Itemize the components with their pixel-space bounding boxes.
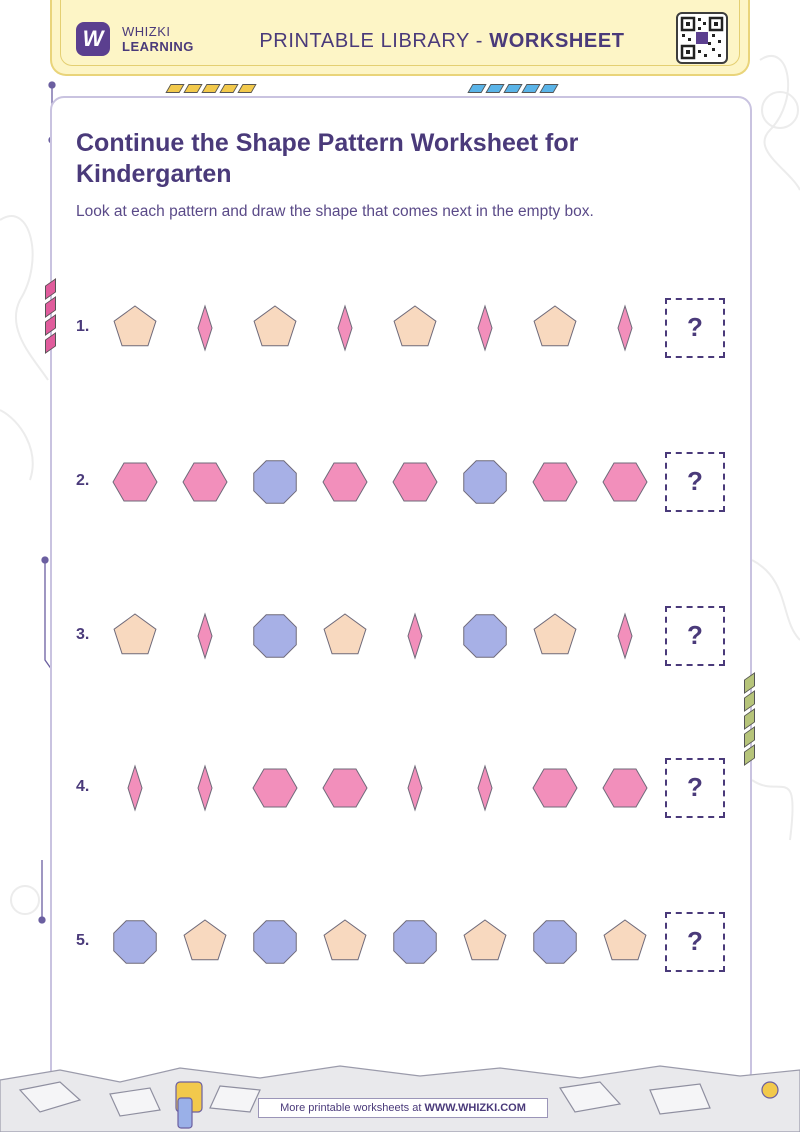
diamond-shape: [197, 764, 213, 812]
pattern-shapes-svg: [113, 612, 633, 660]
diamond-shape: [617, 304, 633, 352]
header-title-bold: WORKSHEET: [489, 30, 625, 52]
diamond-shape: [197, 612, 213, 660]
header-banner: W WHIZKI LEARNING PRINTABLE LIBRARY - WO…: [50, 0, 750, 76]
octagon-shape: [253, 920, 297, 964]
diamond-shape: [477, 304, 493, 352]
pentagon-shape: [113, 613, 157, 655]
diamond-shape: [477, 764, 493, 812]
pentagon-shape: [253, 305, 297, 347]
diamond-shape: [407, 764, 423, 812]
header-inner-frame: [60, 0, 740, 66]
answer-box[interactable]: ?: [665, 298, 725, 358]
worksheet-instructions: Look at each pattern and draw the shape …: [76, 203, 594, 220]
hexagon-shape: [112, 462, 158, 502]
qr-code-pattern: [680, 16, 724, 60]
pentagon-shape: [463, 919, 507, 961]
diamond-shape: [407, 612, 423, 660]
hexagon-shape: [322, 768, 368, 808]
pentagon-shape: [323, 919, 367, 961]
pattern-shapes-svg: [113, 304, 633, 352]
pattern-row-4: 4. ?: [0, 756, 800, 820]
octagon-shape: [393, 920, 437, 964]
pentagon-shape: [183, 919, 227, 961]
pentagon-shape: [323, 613, 367, 655]
octagon-shape: [463, 460, 507, 504]
row-number: 5.: [76, 932, 90, 949]
pattern-row-1: 1. ?: [0, 296, 800, 360]
pentagon-shape: [533, 305, 577, 347]
diamond-shape: [127, 764, 143, 812]
pattern-shapes-svg: [127, 764, 648, 812]
diamond-shape: [617, 612, 633, 660]
footer-url: WWW.WHIZKI.COM: [424, 1102, 526, 1114]
blue-stripes-decoration: [467, 80, 560, 93]
pattern-row-3: 3. ?: [0, 604, 800, 668]
diamond-shape: [337, 304, 353, 352]
pentagon-shape: [533, 613, 577, 655]
answer-box[interactable]: ?: [665, 912, 725, 972]
qr-code-icon[interactable]: [676, 12, 728, 64]
diamond-shape: [197, 304, 213, 352]
hexagon-shape: [392, 462, 438, 502]
row-number: 3.: [76, 626, 90, 643]
hexagon-shape: [252, 768, 298, 808]
answer-box[interactable]: ?: [665, 758, 725, 818]
octagon-shape: [253, 460, 297, 504]
footer-rubble-illustration: [0, 1065, 800, 1132]
brand-name[interactable]: WHIZKI LEARNING: [122, 24, 194, 54]
hexagon-shape: [532, 462, 578, 502]
green-side-stripes-decoration: [744, 672, 755, 766]
pentagon-shape: [113, 305, 157, 347]
octagon-shape: [533, 920, 577, 964]
row-number: 2.: [76, 472, 90, 489]
footer-website-link[interactable]: More printable worksheets at WWW.WHIZKI.…: [258, 1098, 548, 1118]
hexagon-shape: [182, 462, 228, 502]
brand-line-2: LEARNING: [122, 39, 194, 54]
worksheet-card: [50, 96, 752, 1086]
yellow-stripes-decoration: [165, 80, 258, 93]
octagon-shape: [253, 614, 297, 658]
pentagon-shape: [393, 305, 437, 347]
brand-line-1: WHIZKI: [122, 24, 171, 39]
pattern-shapes-svg: [112, 460, 648, 504]
hexagon-shape: [322, 462, 368, 502]
header-title: PRINTABLE LIBRARY - WORKSHEET: [242, 30, 642, 53]
octagon-shape: [463, 614, 507, 658]
hexagon-shape: [602, 462, 648, 502]
row-number: 4.: [76, 778, 90, 795]
pentagon-shape: [603, 919, 647, 961]
answer-box[interactable]: ?: [665, 606, 725, 666]
whizki-logo-icon[interactable]: W: [76, 22, 110, 56]
footer-text: More printable worksheets at: [280, 1102, 425, 1114]
row-number: 1.: [76, 318, 90, 335]
hexagon-shape: [602, 768, 648, 808]
worksheet-title: Continue the Shape Pattern Worksheet for…: [76, 129, 579, 188]
hexagon-shape: [532, 768, 578, 808]
pattern-row-2: 2. ?: [0, 450, 800, 514]
header-title-prefix: PRINTABLE LIBRARY -: [259, 30, 490, 52]
pattern-shapes-svg: [113, 919, 647, 964]
answer-box[interactable]: ?: [665, 452, 725, 512]
octagon-shape: [113, 920, 157, 964]
pattern-row-5: 5. ?: [0, 910, 800, 974]
